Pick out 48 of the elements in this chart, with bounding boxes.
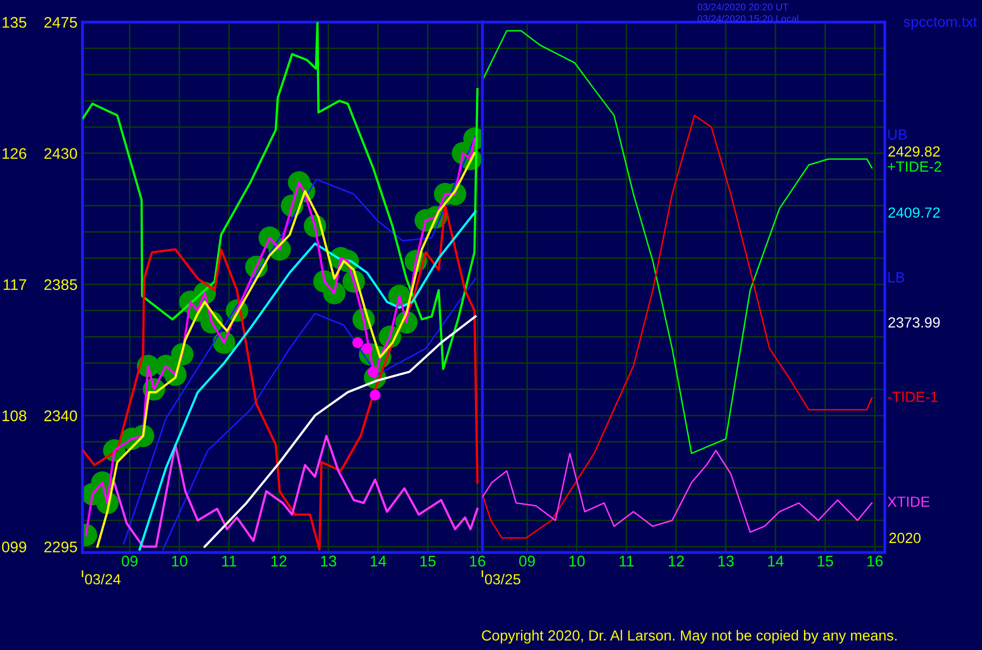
y-tick-label: 2385	[44, 279, 77, 290]
line-series	[113, 434, 479, 548]
text: LB	[888, 272, 904, 282]
text: 03/24	[85, 574, 121, 584]
x-tick-label: 15	[818, 556, 834, 566]
x-tick-label: 16	[470, 556, 486, 566]
x-tick-label: 13	[718, 556, 734, 566]
y3-tick-label: 126	[2, 148, 26, 159]
line-series	[82, 22, 479, 370]
x-tick-label: 12	[271, 556, 286, 566]
y3-tick-label: 117	[4, 279, 26, 290]
point	[370, 390, 380, 401]
series-label: XTIDE	[888, 496, 930, 507]
x-tick-label: 12	[668, 556, 684, 566]
text: 2409.72	[888, 207, 940, 218]
x-tick-label: 11	[222, 556, 236, 566]
y-tick-label: 2475	[44, 16, 77, 28]
x-tick-label: 15	[420, 556, 436, 566]
y-tick-label: 2295	[44, 542, 77, 552]
series-label: +TIDE-2	[888, 161, 942, 172]
point	[352, 337, 364, 348]
text: UB	[888, 129, 907, 140]
line-series	[138, 210, 477, 551]
x-tick-label: 13	[321, 556, 336, 566]
x-tick-label: 09	[122, 556, 138, 566]
text: 2020	[889, 532, 921, 544]
text: 03/25	[484, 574, 520, 584]
text: Copyright 2020, Dr. Al Larson. May not be copied by any means.	[482, 630, 897, 644]
x-tick-label: 11	[620, 556, 634, 566]
text: 03/24/2020 15:20 Local	[698, 14, 798, 22]
text: 03/24/2020 20:20 UT	[698, 3, 788, 10]
text: 2373.99	[888, 317, 940, 328]
text: spcctom.txt	[904, 17, 977, 30]
x-tick-label: 10	[569, 556, 585, 566]
x-tick-label: 09	[519, 556, 535, 566]
x-tick-label: 10	[172, 556, 188, 566]
x-tick-label: 14	[370, 556, 386, 566]
y-tick-label: 2430	[44, 148, 78, 159]
line-series	[204, 315, 477, 548]
y3-tick-label: 108	[2, 410, 26, 422]
y3-tick-label: 099	[2, 542, 26, 552]
x-tick-label: 16	[868, 556, 883, 566]
point	[368, 366, 378, 378]
y3-tick-label: 135	[2, 16, 26, 28]
x-tick-label: 14	[768, 556, 784, 566]
y-tick-label: 2340	[44, 410, 78, 422]
text: 2429.82	[888, 146, 940, 157]
series-label: -TIDE-1	[888, 392, 938, 402]
